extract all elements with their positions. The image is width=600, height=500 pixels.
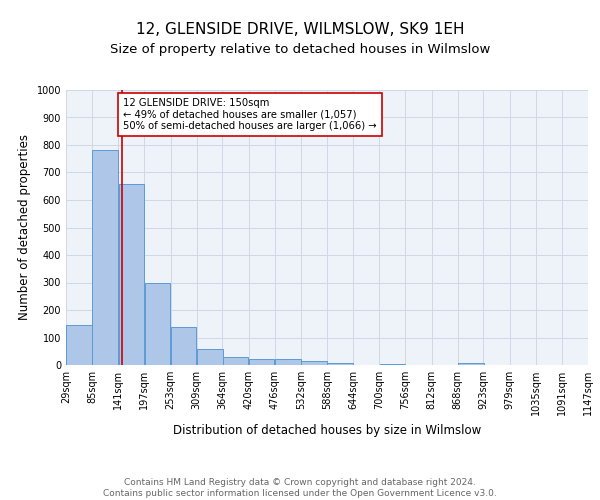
Bar [171, 327, 196, 365]
X-axis label: Distribution of detached houses by size in Wilmslow: Distribution of detached houses by size … [173, 424, 481, 436]
Text: Size of property relative to detached houses in Wilmslow: Size of property relative to detached ho… [110, 42, 490, 56]
Text: 12 GLENSIDE DRIVE: 150sqm
← 49% of detached houses are smaller (1,057)
50% of se: 12 GLENSIDE DRIVE: 150sqm ← 49% of detac… [124, 98, 377, 132]
Y-axis label: Number of detached properties: Number of detached properties [18, 134, 31, 320]
Bar [145, 283, 170, 365]
Bar [301, 361, 327, 365]
Bar [223, 357, 248, 365]
Bar [92, 150, 118, 365]
Bar [197, 350, 223, 365]
Bar [380, 364, 405, 365]
Bar [119, 184, 144, 365]
Bar [458, 363, 484, 365]
Text: 12, GLENSIDE DRIVE, WILMSLOW, SK9 1EH: 12, GLENSIDE DRIVE, WILMSLOW, SK9 1EH [136, 22, 464, 38]
Bar [327, 364, 353, 365]
Bar [275, 359, 301, 365]
Bar [66, 325, 92, 365]
Text: Contains HM Land Registry data © Crown copyright and database right 2024.
Contai: Contains HM Land Registry data © Crown c… [103, 478, 497, 498]
Bar [249, 359, 274, 365]
